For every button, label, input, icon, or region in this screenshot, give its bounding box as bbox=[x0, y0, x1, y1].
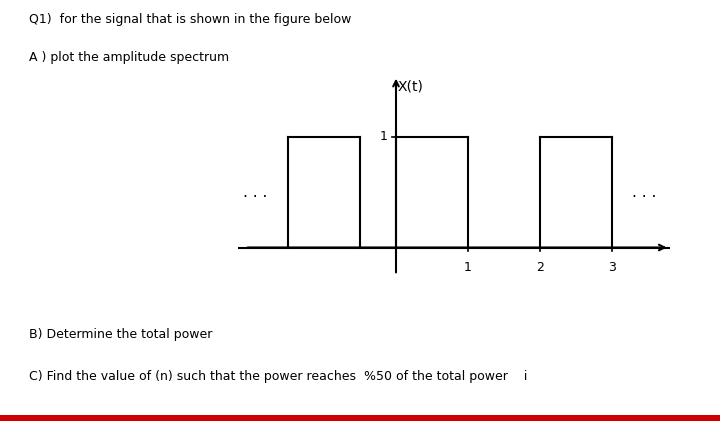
Text: 3: 3 bbox=[608, 261, 616, 274]
Text: B) Determine the total power: B) Determine the total power bbox=[29, 328, 212, 341]
Text: C) Find the value of (n) such that the power reaches  %50 of the total power    : C) Find the value of (n) such that the p… bbox=[29, 370, 527, 384]
Text: Q1)  for the signal that is shown in the figure below: Q1) for the signal that is shown in the … bbox=[29, 13, 351, 26]
Text: X(t): X(t) bbox=[397, 79, 423, 93]
Text: 1: 1 bbox=[464, 261, 472, 274]
Text: A ) plot the amplitude spectrum: A ) plot the amplitude spectrum bbox=[29, 51, 229, 64]
Text: . . .: . . . bbox=[632, 185, 657, 200]
Text: 1: 1 bbox=[379, 130, 387, 143]
Text: . . .: . . . bbox=[243, 185, 268, 200]
Text: 2: 2 bbox=[536, 261, 544, 274]
